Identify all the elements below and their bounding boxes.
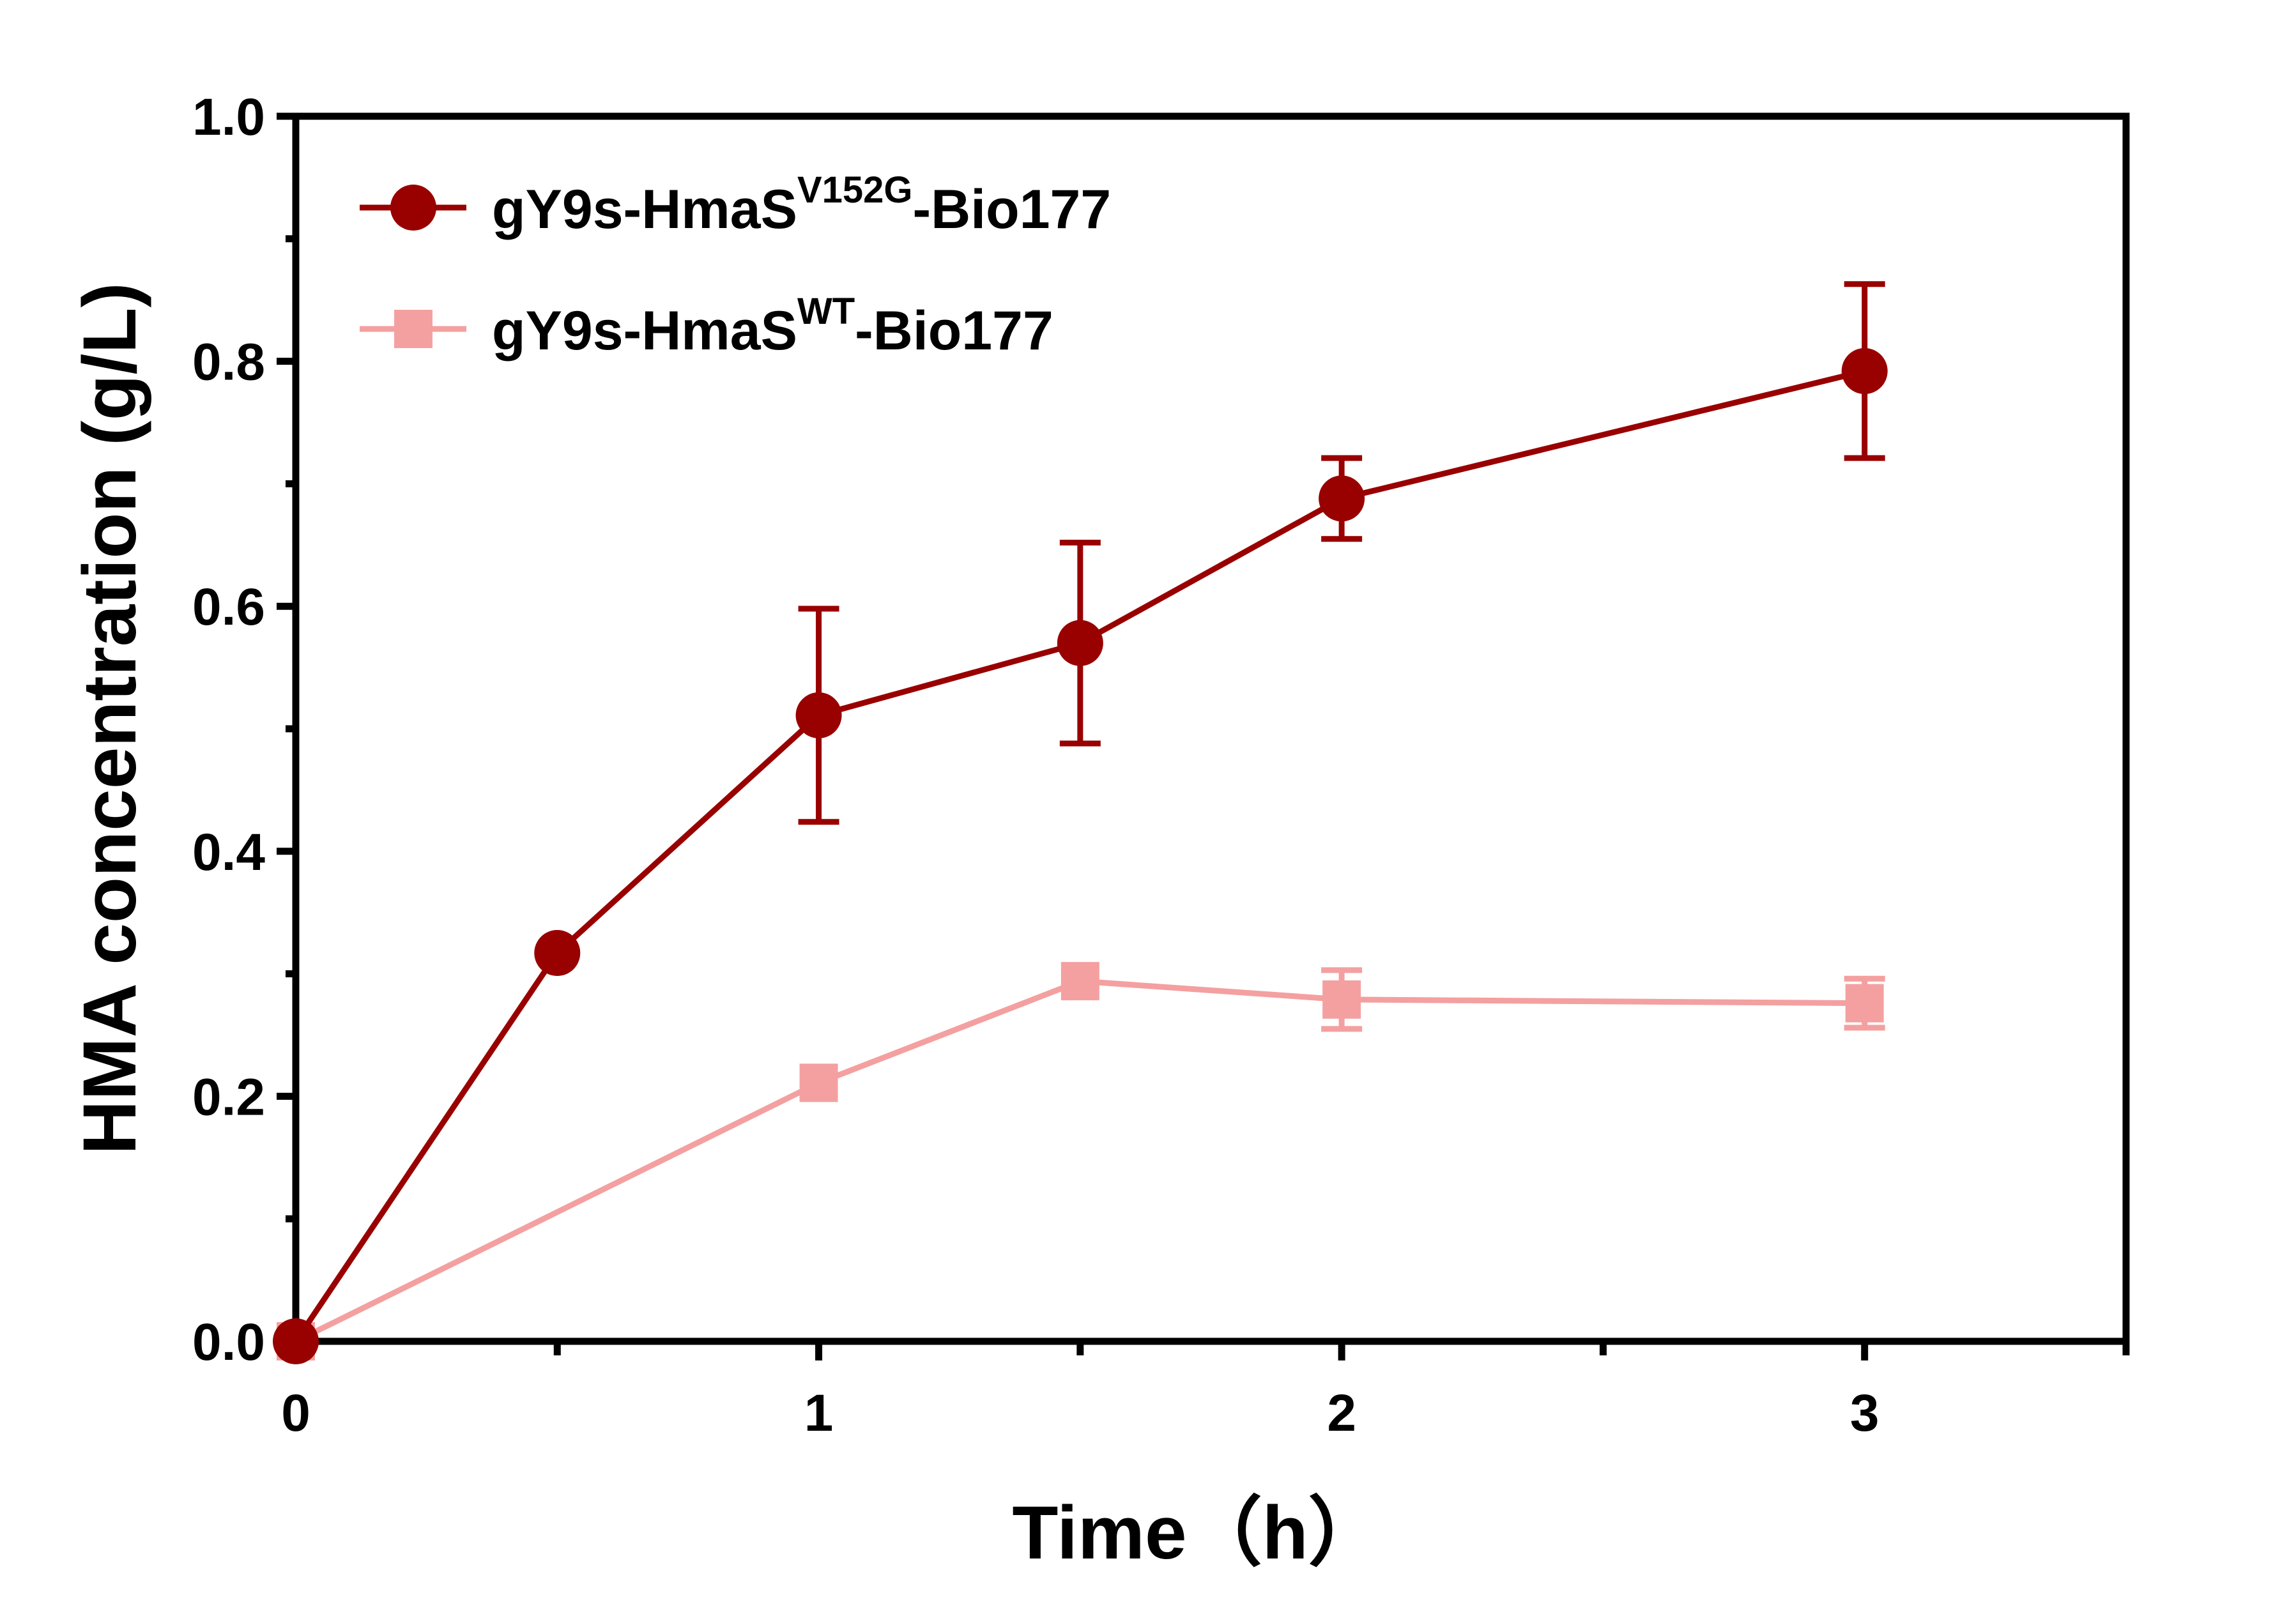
data-point [799, 1063, 838, 1102]
series-line [293, 368, 1865, 1343]
data-point [1319, 475, 1365, 522]
legend-entry-0: gY9s-HmaSV152G-Bio177 [360, 169, 1111, 240]
axes: 0.0 0.2 0.4 0.6 0.8 1.0 0 1 2 3 [192, 88, 2130, 1442]
y-tick-label: 0.4 [192, 823, 265, 881]
data-point [534, 929, 581, 976]
legend-label: gY9s-HmaSWT-Bio177 [492, 291, 1053, 362]
series-0 [273, 281, 1888, 1364]
x-tick-label: 3 [1850, 1384, 1879, 1442]
legend-label: gY9s-HmaSV152G-Bio177 [492, 169, 1111, 240]
data-point [1845, 984, 1884, 1023]
data-point [795, 692, 842, 738]
y-tick-label: 1.0 [192, 88, 265, 146]
data-point [1060, 962, 1099, 1001]
x-tick-label: 0 [281, 1384, 310, 1442]
series-layer [273, 281, 1888, 1364]
legend-marker [394, 310, 432, 348]
data-point [273, 1318, 319, 1364]
x-tick-label: 2 [1327, 1384, 1356, 1442]
series-line [295, 978, 1865, 1345]
y-tick-label: 0.6 [192, 578, 265, 636]
y-tick-label: 0.8 [192, 333, 265, 392]
y-tick-label: 0.2 [192, 1068, 265, 1126]
x-axis-title: Time（h） [1012, 1491, 1383, 1575]
legend: gY9s-HmaSV152G-Bio177 gY9s-HmaSWT-Bio177 [360, 169, 1111, 362]
data-point [1841, 347, 1888, 394]
series-1 [277, 962, 1885, 1360]
legend-marker [390, 185, 436, 231]
y-axis-title: HMA concentration (g/L) [68, 282, 152, 1155]
y-tick-label: 0.0 [192, 1313, 265, 1371]
data-point [1322, 980, 1361, 1019]
data-point [1057, 620, 1103, 666]
x-tick-label: 1 [804, 1384, 834, 1442]
legend-entry-1: gY9s-HmaSWT-Bio177 [360, 291, 1053, 362]
